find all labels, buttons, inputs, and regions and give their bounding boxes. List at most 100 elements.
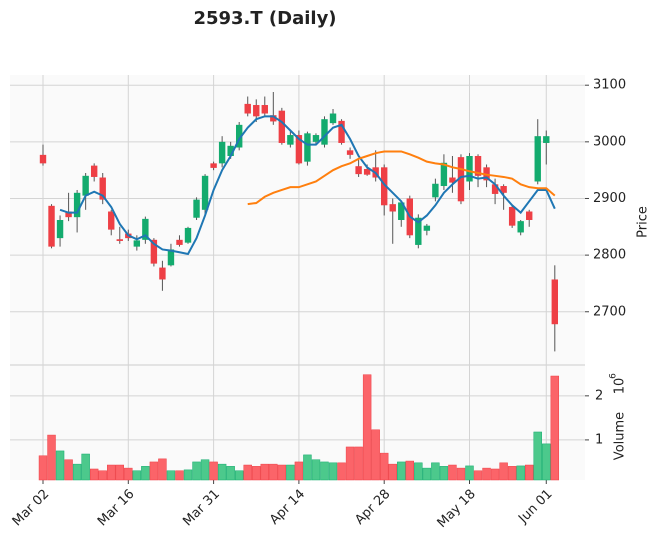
candle-body xyxy=(287,135,294,145)
volume-bar xyxy=(294,461,304,481)
candle-body xyxy=(210,163,217,168)
price-panel xyxy=(10,75,585,365)
volume-bar xyxy=(132,470,142,481)
candle-body xyxy=(457,157,465,202)
volume-bar xyxy=(422,467,432,481)
candle-body xyxy=(278,110,286,143)
candle-body xyxy=(415,217,422,245)
candle-body xyxy=(176,239,183,245)
candle-body xyxy=(432,183,439,198)
volume-bar xyxy=(183,469,193,481)
candle-body xyxy=(381,167,388,206)
candle-body xyxy=(534,136,541,182)
volume-bar xyxy=(448,464,457,481)
volume-bar xyxy=(141,466,150,481)
candle-body xyxy=(73,192,81,218)
volume-bar xyxy=(115,464,124,481)
candle-body xyxy=(159,267,166,280)
volume-bar xyxy=(482,467,491,481)
volume-bar xyxy=(200,459,210,481)
volume-bar xyxy=(226,466,235,481)
volume-bar xyxy=(89,468,99,481)
volume-bar xyxy=(405,460,415,481)
candle-body xyxy=(508,206,516,226)
candle-body xyxy=(270,115,277,122)
volume-bar xyxy=(303,454,312,481)
candle-body xyxy=(167,249,175,266)
candle-body xyxy=(133,240,141,247)
x-tick-label: Mar 16 xyxy=(95,487,138,530)
candle-body xyxy=(244,103,251,114)
volume-bar xyxy=(465,465,474,481)
candle-body xyxy=(526,211,533,220)
volume-bar xyxy=(234,470,244,481)
candle-body xyxy=(338,120,345,143)
candle-body xyxy=(235,124,243,148)
y-tick-label: 2900 xyxy=(593,191,626,206)
volume-bar xyxy=(72,463,82,481)
candle-body xyxy=(116,239,123,241)
volume-bar xyxy=(217,463,227,481)
candle-body xyxy=(423,225,431,231)
candle-body xyxy=(398,202,405,220)
x-tick-label: Mar 31 xyxy=(180,487,223,530)
volume-bar xyxy=(439,466,449,481)
volume-bar xyxy=(456,467,466,481)
y2-tick-label: 1 xyxy=(595,432,603,447)
volume-bar xyxy=(490,468,500,481)
volume-bar xyxy=(192,461,201,481)
candle-body xyxy=(449,177,456,183)
x-tick-label: Mar 02 xyxy=(10,487,53,530)
y-tick-label: 3100 xyxy=(593,78,626,93)
y2-offset-exponent: 6 xyxy=(609,373,619,379)
candle-body xyxy=(329,113,337,124)
volume-bar xyxy=(277,464,287,481)
candle-body xyxy=(312,135,320,142)
candle-body xyxy=(304,133,311,162)
volume-bar xyxy=(516,465,525,481)
candle-body xyxy=(90,165,98,177)
candle-body xyxy=(346,150,354,155)
candle-body xyxy=(491,184,499,194)
candle-body xyxy=(389,204,396,212)
y-tick-label: 3000 xyxy=(593,134,626,149)
volume-bar xyxy=(507,466,517,481)
candle-body xyxy=(355,166,362,175)
candle-body xyxy=(517,221,524,233)
volume-bar xyxy=(286,464,295,481)
candle-body xyxy=(99,177,106,200)
volume-bar xyxy=(269,463,278,481)
volume-bar xyxy=(55,450,65,481)
candle-body xyxy=(39,154,47,164)
volume-bar xyxy=(550,375,560,481)
chart-title: 2593.T (Daily) xyxy=(193,8,336,29)
volume-bar xyxy=(328,462,338,481)
volume-bar xyxy=(337,462,346,481)
x-tick-label: May 18 xyxy=(435,487,479,531)
volume-bar xyxy=(388,463,397,481)
x-tick-label: Apr 14 xyxy=(267,487,308,528)
moving-average-line xyxy=(59,115,556,256)
volume-bar xyxy=(311,459,321,481)
y-tick-label: 2700 xyxy=(593,304,626,319)
volume-bar xyxy=(431,462,440,481)
candle-body xyxy=(543,136,550,143)
y2-offset-base: 10 xyxy=(613,378,628,395)
volume-bar xyxy=(473,470,483,481)
candle-body xyxy=(227,145,234,156)
moving-average-line xyxy=(247,150,556,206)
volume-bar xyxy=(362,374,372,481)
volume-bar xyxy=(166,470,176,481)
volume-bar xyxy=(542,443,551,481)
volume-bar xyxy=(414,462,423,481)
y-tick-label: 2800 xyxy=(593,248,626,263)
volume-bar xyxy=(252,466,261,481)
volume-bar xyxy=(524,464,534,481)
x-tick-label: Jun 01 xyxy=(515,487,555,527)
volume-bar xyxy=(533,431,542,481)
volume-bar xyxy=(158,458,167,481)
candle-body xyxy=(65,211,72,218)
candle-body xyxy=(56,220,64,239)
volume-bar xyxy=(47,434,56,481)
